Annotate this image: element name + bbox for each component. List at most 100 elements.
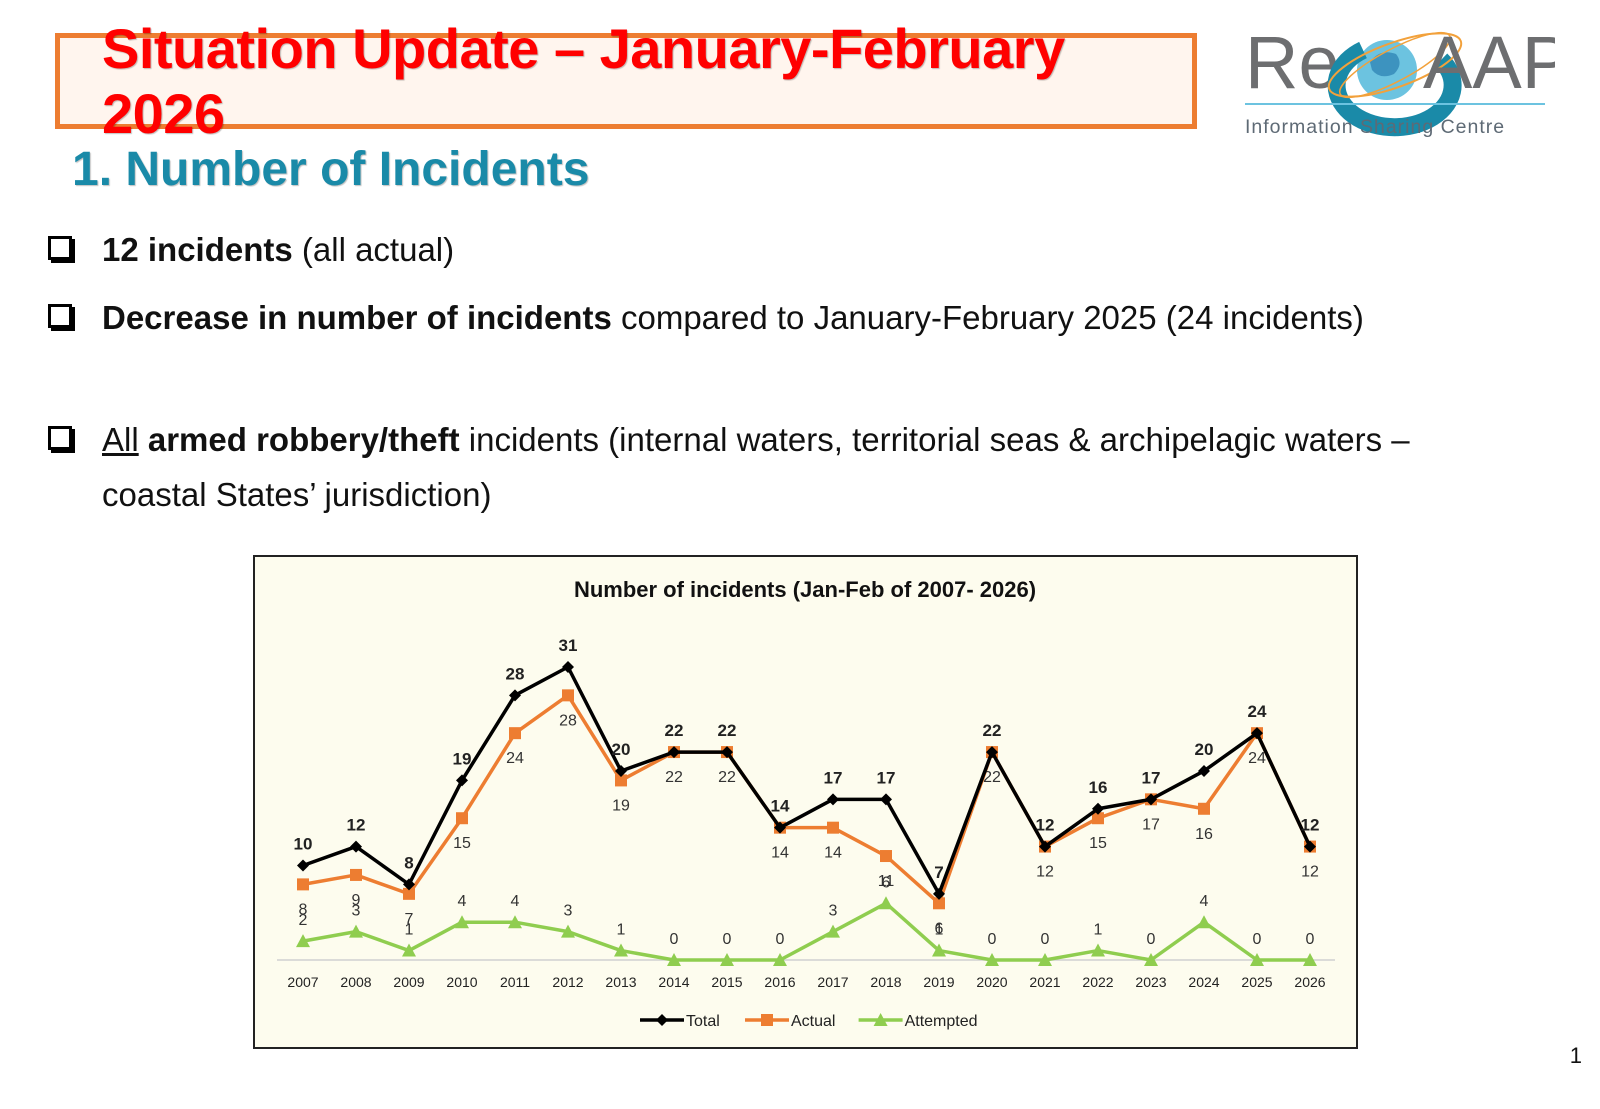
incidents-chart: Number of incidents (Jan-Feb of 2007- 20… <box>253 555 1358 1049</box>
actual-data-label: 12 <box>1036 864 1054 881</box>
total-data-label: 8 <box>404 853 413 872</box>
total-point <box>456 774 468 787</box>
legend-total-label: Total <box>686 1013 720 1030</box>
actual-data-label: 6 <box>935 920 944 937</box>
total-data-label: 12 <box>1036 816 1055 835</box>
attempted-data-label: 0 <box>776 931 785 948</box>
actual-data-label: 7 <box>405 911 414 928</box>
x-tick-label: 2015 <box>711 974 742 990</box>
actual-point <box>403 887 415 900</box>
bullet-3-underline: All <box>102 421 139 458</box>
x-tick-label: 2011 <box>500 974 530 990</box>
actual-data-label: 19 <box>612 797 630 814</box>
x-tick-label: 2009 <box>393 974 424 990</box>
total-data-label: 12 <box>1301 816 1320 835</box>
x-tick-label: 2010 <box>446 974 477 990</box>
x-tick-label: 2024 <box>1188 974 1219 990</box>
actual-data-label: 9 <box>352 892 361 909</box>
attempted-data-label: 1 <box>617 922 626 939</box>
attempted-point <box>1038 953 1052 966</box>
total-point <box>615 764 627 777</box>
actual-point <box>1092 812 1104 825</box>
actual-data-label: 24 <box>1248 750 1266 767</box>
actual-point <box>827 821 839 834</box>
actual-data-label: 12 <box>1301 864 1319 881</box>
actual-data-label: 14 <box>824 845 842 862</box>
legend-attempted-marker <box>873 1013 888 1026</box>
total-data-label: 31 <box>559 636 578 655</box>
attempted-point <box>1197 915 1211 929</box>
attempted-point <box>614 943 628 957</box>
attempted-point <box>561 924 575 938</box>
checkbox-bullet-icon <box>48 426 72 450</box>
x-tick-label: 2023 <box>1135 974 1166 990</box>
total-point <box>774 821 786 834</box>
actual-data-label: 11 <box>878 873 895 890</box>
actual-data-label: 22 <box>718 769 736 786</box>
actual-data-label: 28 <box>559 712 577 729</box>
bullet-3: All armed robbery/theft incidents (inter… <box>48 412 1468 522</box>
x-tick-label: 2008 <box>340 974 371 990</box>
checkbox-bullet-icon <box>48 236 72 260</box>
total-point <box>721 746 733 759</box>
bullet-1-text: (all actual) <box>292 231 455 268</box>
section-heading: 1. Number of Incidents <box>72 143 590 196</box>
attempted-point <box>1250 953 1264 966</box>
attempted-point <box>349 924 363 938</box>
attempted-data-label: 1 <box>405 922 414 939</box>
total-data-label: 12 <box>347 816 366 835</box>
attempted-point <box>826 924 840 938</box>
x-tick-label: 2014 <box>658 974 689 990</box>
total-point <box>933 887 945 900</box>
total-point <box>562 661 574 673</box>
incidents-line-chart: Number of incidents (Jan-Feb of 2007- 20… <box>277 577 1335 1030</box>
total-data-label: 22 <box>718 721 737 740</box>
total-point <box>297 859 309 872</box>
actual-data-label: 16 <box>1195 826 1213 843</box>
checkbox-bullet-icon <box>48 304 72 328</box>
attempted-point <box>455 915 469 929</box>
total-point <box>1304 840 1316 853</box>
attempted-data-label: 2 <box>299 912 308 929</box>
x-tick-label: 2016 <box>764 974 795 990</box>
attempted-data-label: 0 <box>1147 931 1156 948</box>
total-point <box>827 793 839 806</box>
attempted-data-label: 0 <box>988 931 997 948</box>
total-series-line <box>302 665 1312 896</box>
actual-point <box>562 689 574 702</box>
x-tick-label: 2025 <box>1241 974 1272 990</box>
total-data-label: 20 <box>612 740 631 759</box>
actual-point <box>880 850 892 863</box>
attempted-data-label: 0 <box>1041 931 1050 948</box>
total-data-label: 19 <box>453 749 472 768</box>
attempted-point <box>932 943 946 957</box>
attempted-data-label: 6 <box>882 874 891 891</box>
total-data-label: 24 <box>1248 702 1267 721</box>
slide-title-box: Situation Update – January-February 2026 <box>55 17 1197 145</box>
logo-re: Re <box>1245 21 1340 104</box>
attempted-point <box>508 915 522 929</box>
attempted-point <box>1144 953 1158 966</box>
total-data-label: 22 <box>665 721 684 740</box>
globe-icon <box>1327 31 1463 137</box>
actual-point <box>615 774 627 787</box>
attempted-point <box>1091 943 1105 957</box>
actual-data-label: 15 <box>453 835 471 852</box>
total-data-label: 20 <box>1195 740 1214 759</box>
total-data-label: 14 <box>771 797 790 816</box>
bullet-3-text: incidents (internal waters, territorial … <box>102 421 1410 513</box>
attempted-point <box>985 953 999 966</box>
actual-data-label: 22 <box>665 769 683 786</box>
attempted-point <box>720 953 734 966</box>
total-data-label: 17 <box>824 768 843 787</box>
legend-total-marker <box>656 1014 668 1026</box>
attempted-data-label: 1 <box>1094 922 1103 939</box>
attempted-series-line <box>302 901 1310 962</box>
actual-data-label: 15 <box>1089 835 1107 852</box>
total-point <box>880 793 892 806</box>
attempted-data-label: 3 <box>829 903 838 920</box>
x-tick-label: 2012 <box>552 974 583 990</box>
bullet-1-bold: 12 incidents <box>102 231 293 268</box>
attempted-point <box>773 953 787 966</box>
chart-title: Number of incidents (Jan-Feb of 2007- 20… <box>574 577 1036 602</box>
